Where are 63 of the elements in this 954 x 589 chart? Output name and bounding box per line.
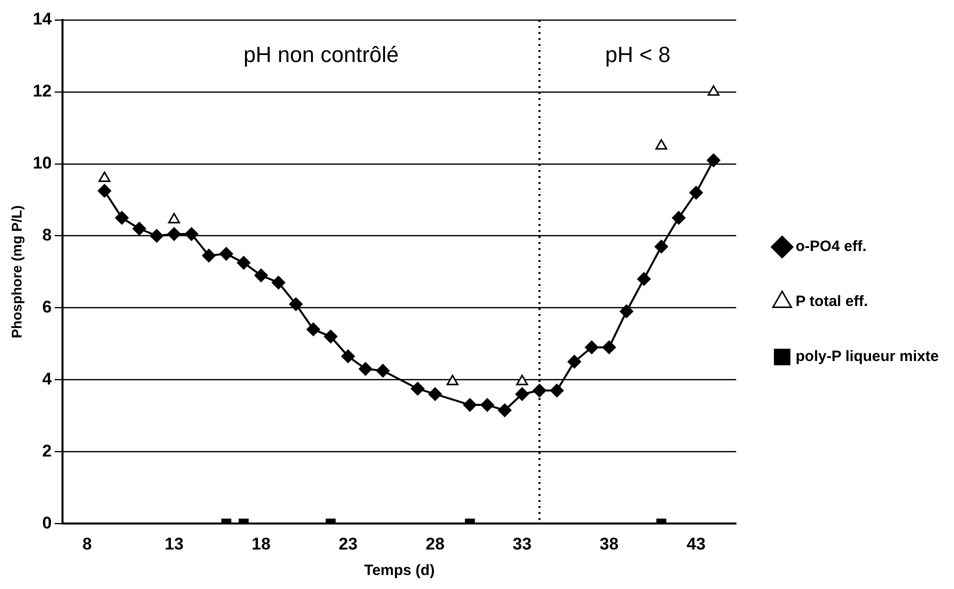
x-axis-title: Temps (d) xyxy=(364,562,435,580)
point xyxy=(115,211,129,225)
point xyxy=(550,384,564,398)
y-tick-label: 14 xyxy=(32,10,52,29)
point xyxy=(637,272,651,286)
y-tick-label: 8 xyxy=(42,226,52,245)
point xyxy=(324,330,338,344)
x-tick-label: 43 xyxy=(686,534,706,554)
point xyxy=(655,139,668,150)
point xyxy=(428,387,442,401)
y-tick-label: 0 xyxy=(42,513,52,532)
point xyxy=(132,222,146,236)
point xyxy=(706,154,720,168)
y-tick-label: 4 xyxy=(42,369,52,388)
point xyxy=(150,229,164,243)
point xyxy=(376,364,390,378)
x-tick-label: 8 xyxy=(82,534,92,554)
point xyxy=(446,374,458,386)
point xyxy=(672,211,686,225)
y-tick-label: 2 xyxy=(42,441,52,460)
point xyxy=(98,184,112,198)
point xyxy=(654,240,668,254)
point xyxy=(498,404,512,418)
point xyxy=(463,398,477,412)
x-tick-label: 33 xyxy=(512,534,532,554)
x-tick-label: 28 xyxy=(426,534,445,554)
point xyxy=(516,374,528,386)
y-tick-label: 6 xyxy=(42,297,52,316)
point xyxy=(289,297,303,311)
point xyxy=(98,172,110,182)
annotation: pH non contrôlé xyxy=(243,42,399,68)
x-tick-label: 13 xyxy=(164,534,184,554)
point xyxy=(515,387,529,401)
point xyxy=(184,227,198,241)
legend-label: poly-P liqueur mixte xyxy=(796,348,939,366)
point xyxy=(272,276,286,290)
point xyxy=(620,304,634,318)
point xyxy=(532,384,546,398)
point xyxy=(306,322,320,336)
point xyxy=(167,227,181,241)
y-axis-title: Phosphore (mg P/L) xyxy=(8,205,24,338)
y-tick-label: 12 xyxy=(32,82,52,101)
annotation: pH < 8 xyxy=(605,42,671,68)
point xyxy=(568,354,582,368)
x-tick-label: 38 xyxy=(600,534,619,554)
point xyxy=(236,256,250,270)
point xyxy=(410,382,424,396)
legend-label: P total eff. xyxy=(796,293,868,310)
point xyxy=(602,340,616,354)
point xyxy=(689,186,703,200)
point xyxy=(220,247,234,261)
y-tick-label: 10 xyxy=(32,154,52,173)
point xyxy=(254,268,268,282)
x-tick-label: 23 xyxy=(338,534,358,554)
point xyxy=(584,340,598,354)
point xyxy=(480,398,494,412)
point xyxy=(168,212,180,224)
legend-label: o-PO4 eff. xyxy=(796,238,866,256)
point xyxy=(341,350,355,364)
point xyxy=(202,248,216,262)
point xyxy=(708,85,720,96)
x-tick-label: 18 xyxy=(252,534,271,554)
point xyxy=(358,362,372,376)
